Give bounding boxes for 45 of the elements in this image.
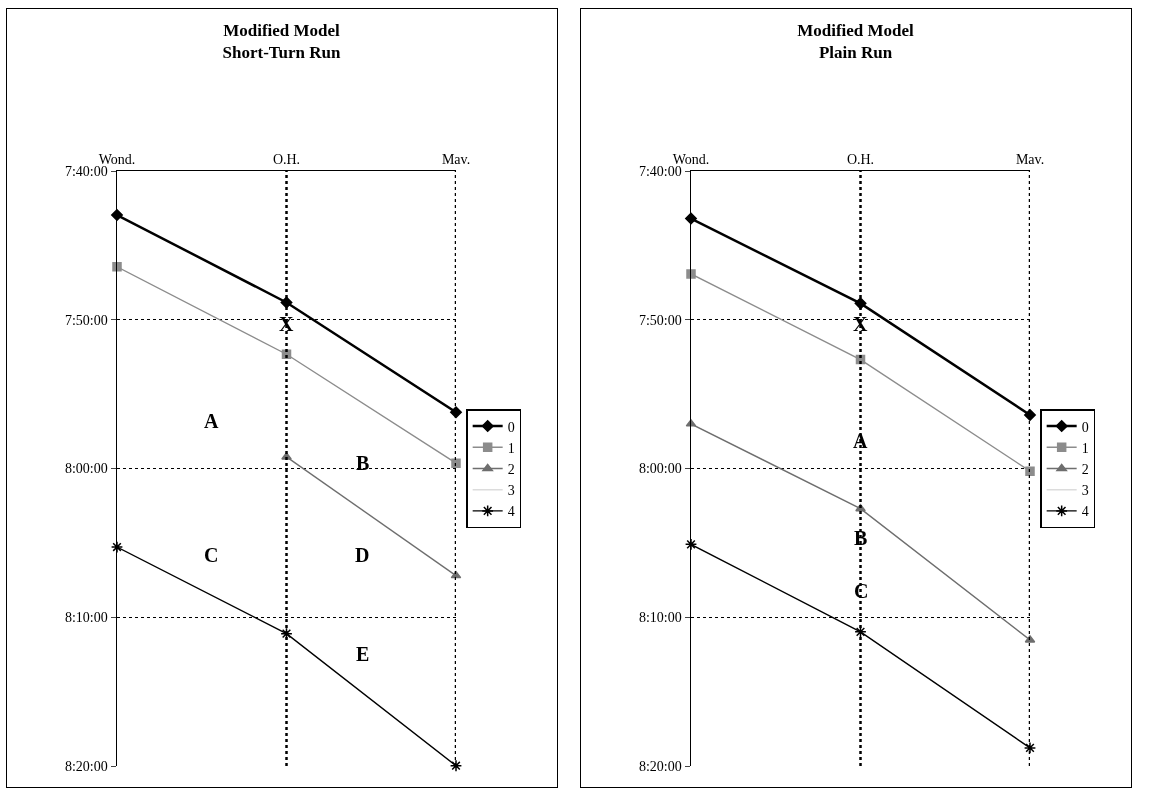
y-tick-label: 8:10:00: [64, 610, 108, 626]
point: [110, 540, 124, 554]
legend-label: 2: [1081, 461, 1089, 477]
point: [111, 209, 123, 221]
annotation: A: [853, 430, 868, 452]
y-tick-label: 7:50:00: [638, 312, 682, 328]
x-tick-label: Mav.: [1015, 151, 1045, 167]
y-tick-label: 8:20:00: [638, 758, 682, 774]
annotation: B: [854, 527, 868, 549]
point: [854, 625, 867, 638]
legend-label: 4: [1081, 504, 1089, 520]
legend-label: 1: [507, 440, 515, 456]
y-tick-label: 8:00:00: [64, 461, 108, 477]
annotation: B: [356, 452, 370, 474]
legend-label: 2: [507, 461, 515, 477]
x-tick-label: O.H.: [272, 151, 301, 167]
y-tick-label: 8:00:00: [638, 461, 682, 477]
annotation: E: [356, 643, 370, 665]
legend-label: 3: [1081, 483, 1089, 499]
x-tick-label: O.H.: [846, 151, 875, 167]
y-tick-label: 8:10:00: [638, 610, 682, 626]
annotation: C: [204, 544, 219, 566]
y-tick-label: 7:50:00: [64, 312, 108, 328]
point: [686, 269, 696, 279]
legend-label: 4: [507, 504, 515, 520]
y-tick-label: 8:20:00: [64, 758, 108, 774]
annotation: D: [355, 544, 370, 566]
legend-label: 0: [1081, 419, 1089, 435]
point: [280, 627, 293, 640]
annotation: X: [279, 313, 294, 335]
point: [451, 458, 461, 468]
point: [1025, 466, 1035, 476]
point: [684, 538, 698, 551]
x-tick-label: Mav.: [441, 151, 471, 167]
legend-label: 1: [1081, 440, 1089, 456]
point: [112, 262, 122, 272]
legend-label: 0: [507, 419, 515, 435]
legend-label: 3: [507, 483, 515, 499]
chart-title: Modified Model Short-Turn Run: [222, 21, 342, 63]
annotation: A: [204, 410, 219, 432]
point: [1024, 408, 1036, 421]
chart-title: Modified Model Plain Run: [797, 21, 915, 63]
annotation: X: [853, 313, 868, 335]
point: [1023, 741, 1037, 755]
point: [449, 759, 463, 772]
